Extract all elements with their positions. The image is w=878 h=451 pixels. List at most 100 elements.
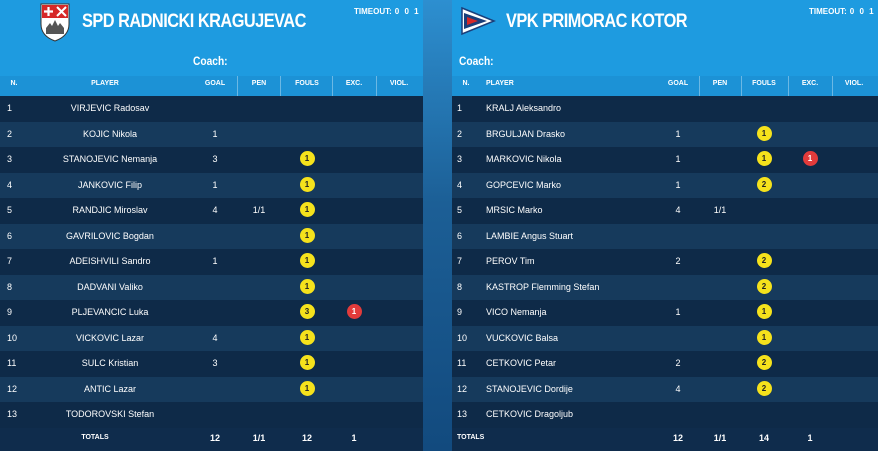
- player-fouls-badge: 3: [299, 304, 315, 320]
- player-fouls-cell: 1: [288, 173, 326, 199]
- player-name: BRGULJAN Drasko: [486, 128, 566, 139]
- player-goals: 4: [675, 383, 681, 394]
- player-row: 4 JANKOVIC Filip 1 1: [0, 172, 423, 199]
- player-number: 9: [7, 307, 13, 317]
- player-name: JANKOVIC Filip: [77, 179, 142, 190]
- player-row: 4 GOPCEVIC Marko 1 2: [452, 172, 878, 198]
- player-row: 2 BRGULJAN Drasko 1 1: [452, 121, 878, 148]
- player-fouls-cell: 1: [746, 147, 782, 173]
- col-goal: GOAL: [667, 80, 689, 87]
- player-number: 9: [457, 307, 463, 317]
- player-fouls-badge: 1: [299, 176, 315, 192]
- player-number: 11: [7, 358, 17, 368]
- player-name: VUCKOVIC Balsa: [486, 332, 559, 343]
- total-exc: 1: [351, 433, 357, 443]
- player-fouls-cell: 1: [288, 275, 326, 301]
- timeout-label: TIMEOUT:: [354, 7, 392, 16]
- player-fouls-cell: 1: [288, 351, 326, 377]
- club-pennant-logo: [461, 6, 496, 36]
- player-fouls-badge: 1: [299, 151, 315, 167]
- player-fouls-badge: 1: [299, 329, 315, 345]
- player-fouls-badge: 1: [756, 125, 772, 141]
- player-penalties: 1/1: [713, 205, 727, 215]
- player-number: 7: [7, 256, 13, 266]
- total-pen: 1/1: [713, 433, 727, 443]
- col-goal: GOAL: [204, 80, 226, 87]
- col-pen: PEN: [712, 80, 728, 87]
- col-separator: [237, 76, 238, 96]
- player-goals: 1: [212, 256, 218, 266]
- player-fouls-badge: 2: [756, 380, 772, 396]
- player-row: 8 KASTROP Flemming Stefan 2: [452, 274, 878, 301]
- total-goal: 12: [209, 433, 220, 443]
- player-name: PLJEVANCIC Luka: [71, 307, 149, 317]
- col-player: PLAYER: [91, 80, 119, 87]
- player-goals: 3: [212, 154, 218, 164]
- home-totals-row: TOTALS 12 1/1 12 1: [0, 428, 423, 451]
- player-fouls-cell: 1: [746, 122, 782, 148]
- player-row: 11 SULC Kristian 3 1: [0, 351, 423, 377]
- player-fouls-badge: 1: [756, 329, 772, 345]
- player-exclusions-cell: 1: [794, 147, 826, 173]
- player-row: 1 VIRJEVIC Radosav: [0, 96, 423, 122]
- player-penalties: 1/1: [252, 205, 266, 215]
- col-separator: [788, 76, 789, 96]
- player-name: SULC Kristian: [81, 358, 139, 368]
- home-team-name: SPD RADNICKI KRAGUJEVAC: [82, 11, 306, 32]
- player-name: VICKOVIC Lazar: [75, 332, 145, 343]
- col-exc: EXC.: [801, 80, 819, 87]
- player-row: 10 VUCKOVIC Balsa 1: [452, 325, 878, 352]
- player-fouls-badge: 1: [756, 304, 772, 320]
- player-fouls-cell: 2: [746, 275, 782, 301]
- player-name: KASTROP Flemming Stefan: [486, 281, 600, 292]
- player-goals: 2: [675, 256, 681, 266]
- player-name: GOPCEVIC Marko: [486, 179, 562, 190]
- player-number: 8: [457, 281, 463, 292]
- player-number: 11: [457, 358, 467, 368]
- player-name: CETKOVIC Petar: [486, 358, 557, 368]
- player-name: DADVANI Valiko: [77, 281, 143, 292]
- player-fouls-cell: 1: [746, 326, 782, 352]
- totals-label: TOTALS: [457, 434, 485, 441]
- timeout-value: 0 0 1 1: [849, 7, 878, 16]
- home-team-header: [0, 0, 423, 76]
- col-separator: [376, 76, 377, 96]
- player-fouls-cell: 2: [746, 249, 782, 275]
- player-fouls-cell: 1: [288, 249, 326, 275]
- player-row: 2 KOJIC Nikola 1: [0, 121, 423, 147]
- col-fouls: FOULS: [295, 80, 319, 87]
- player-name: ANTIC Lazar: [83, 383, 136, 394]
- player-number: 5: [7, 205, 13, 215]
- away-coach-label: Coach:: [459, 54, 494, 68]
- player-exclusions-badge: 1: [802, 151, 818, 167]
- col-number: N.: [10, 80, 18, 87]
- player-fouls-cell: 1: [288, 377, 326, 403]
- player-number: 2: [7, 128, 13, 139]
- home-column-header-bar: [0, 76, 423, 96]
- player-goals: 1: [675, 179, 681, 190]
- player-name: PEROV Tim: [486, 256, 535, 266]
- col-pen: PEN: [251, 80, 267, 87]
- player-number: 1: [457, 103, 463, 113]
- player-goals: 3: [212, 358, 218, 368]
- player-fouls-badge: 1: [299, 278, 315, 294]
- away-team-panel: VPK PRIMORAC KOTOR TIMEOUT:0 0 1 1 Coach…: [452, 0, 878, 451]
- home-player-list: 1 VIRJEVIC Radosav 2 KOJIC Nikola 1 3 STANOJEV…: [0, 96, 423, 428]
- player-number: 6: [7, 230, 13, 241]
- player-row: 3 MARKOVIC Nikola 1 1 1: [452, 147, 878, 173]
- col-separator: [699, 76, 700, 96]
- player-row: 7 ADEISHVILI Sandro 1 1: [0, 249, 423, 275]
- away-team-header: [452, 0, 878, 76]
- player-exclusions-badge: 1: [346, 304, 362, 320]
- player-number: 7: [457, 256, 463, 266]
- total-goal: 12: [672, 433, 683, 443]
- player-fouls-cell: 1: [288, 147, 326, 173]
- player-number: 8: [7, 281, 13, 292]
- total-exc: 1: [807, 433, 813, 443]
- home-coach-label: Coach:: [193, 54, 228, 68]
- timeout-label: TIMEOUT:: [809, 7, 847, 16]
- player-name: ADEISHVILI Sandro: [69, 256, 151, 266]
- player-name: VIRJEVIC Radosav: [70, 103, 150, 113]
- col-number: N.: [462, 80, 470, 87]
- player-row: 12 ANTIC Lazar 1: [0, 376, 423, 403]
